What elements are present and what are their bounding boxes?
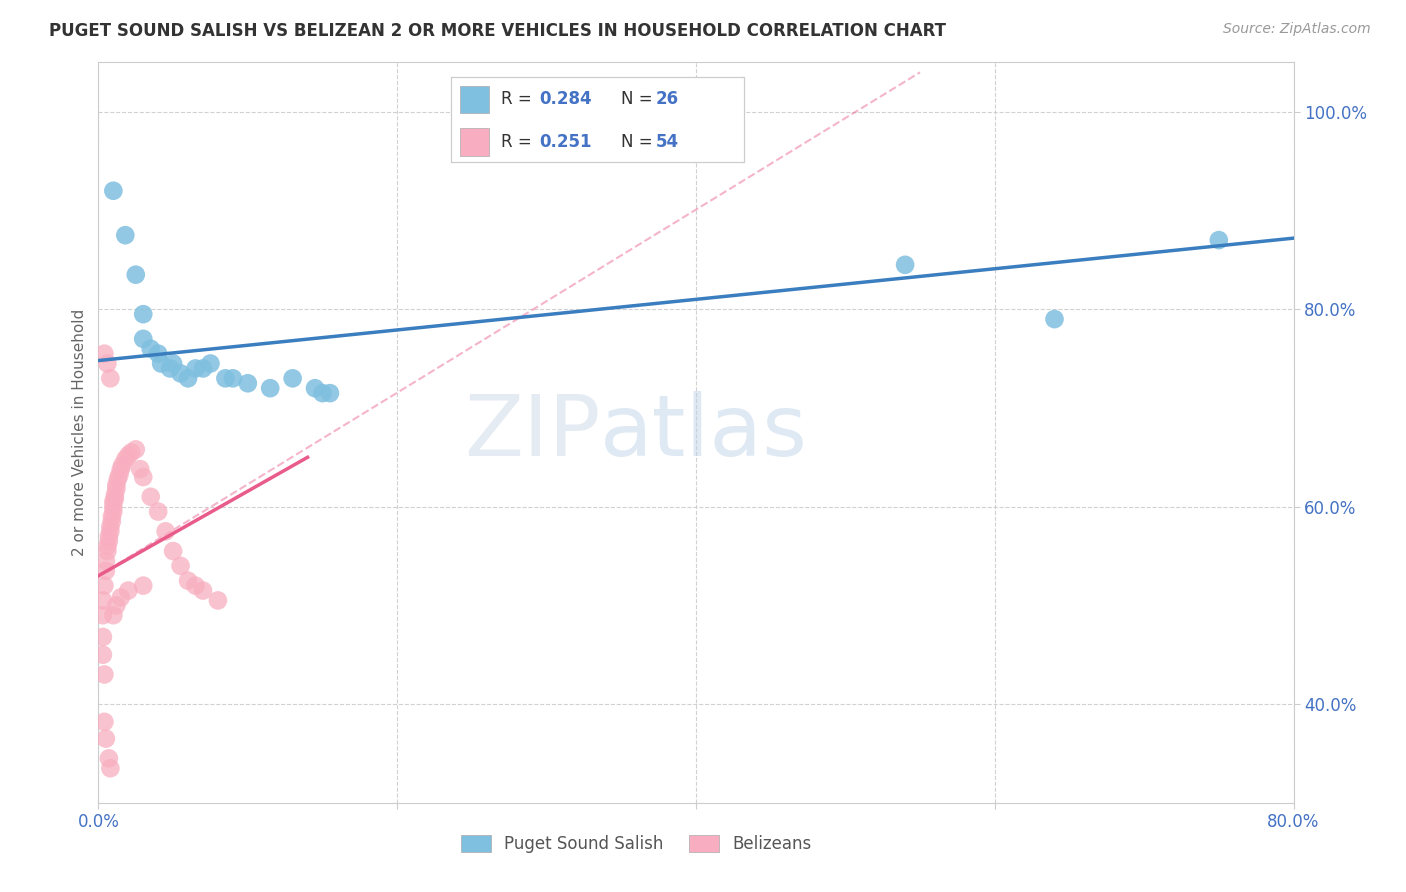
Point [98, 519, 122, 533]
Point [177, 574, 200, 588]
Text: PUGET SOUND SALISH VS BELIZEAN 2 OR MORE VEHICLES IN HOUSEHOLD CORRELATION CHART: PUGET SOUND SALISH VS BELIZEAN 2 OR MORE… [49, 22, 946, 40]
Point [236, 376, 259, 391]
Point [155, 524, 177, 539]
Point [132, 332, 155, 346]
Point [103, 494, 125, 508]
Point [120, 445, 142, 459]
Point [117, 448, 139, 462]
Point [107, 472, 129, 486]
Point [311, 386, 333, 401]
Text: atlas: atlas [600, 391, 808, 475]
Point [96, 544, 118, 558]
Point [139, 342, 162, 356]
Point [214, 371, 236, 385]
Point [1208, 233, 1230, 247]
Point [129, 462, 152, 476]
Point [105, 478, 128, 492]
Point [93, 714, 115, 729]
Point [110, 462, 132, 476]
Point [103, 505, 125, 519]
Point [207, 593, 229, 607]
Point [148, 505, 170, 519]
Point [184, 361, 207, 376]
Point [101, 509, 124, 524]
Point [97, 529, 120, 543]
Point [114, 228, 136, 243]
Point [191, 583, 214, 598]
Point [222, 371, 245, 385]
Point [96, 539, 118, 553]
Point [150, 357, 173, 371]
Point [125, 442, 148, 457]
Point [200, 357, 222, 371]
Point [104, 491, 127, 506]
Point [169, 367, 191, 381]
Point [94, 564, 117, 578]
Point [105, 599, 128, 613]
Legend: Puget Sound Salish, Belizeans: Puget Sound Salish, Belizeans [453, 826, 820, 861]
Point [91, 593, 114, 607]
Point [191, 361, 214, 376]
Point [319, 386, 342, 401]
Point [184, 579, 207, 593]
Point [259, 381, 281, 395]
Point [93, 579, 115, 593]
Point [132, 307, 155, 321]
Point [304, 381, 326, 395]
Point [91, 648, 114, 662]
Point [103, 184, 125, 198]
Point [139, 490, 162, 504]
Point [114, 452, 136, 467]
Point [93, 667, 115, 681]
Point [97, 534, 120, 549]
Point [169, 558, 191, 573]
Point [98, 371, 122, 385]
Point [93, 346, 115, 360]
Point [162, 544, 184, 558]
Point [94, 554, 117, 568]
Point [98, 761, 122, 775]
Point [104, 488, 127, 502]
Point [101, 515, 124, 529]
Point [108, 468, 131, 483]
Point [103, 608, 125, 623]
Point [162, 357, 184, 371]
Point [132, 470, 155, 484]
Point [117, 583, 139, 598]
Point [148, 346, 170, 360]
Point [96, 357, 118, 371]
Point [103, 500, 125, 514]
Point [281, 371, 304, 385]
Point [97, 751, 120, 765]
Point [159, 361, 181, 376]
Text: ZIP: ZIP [464, 391, 600, 475]
Y-axis label: 2 or more Vehicles in Household: 2 or more Vehicles in Household [72, 309, 87, 557]
Point [94, 731, 117, 746]
Text: Source: ZipAtlas.com: Source: ZipAtlas.com [1223, 22, 1371, 37]
Point [894, 258, 917, 272]
Point [177, 371, 200, 385]
Point [125, 268, 148, 282]
Point [91, 608, 114, 623]
Point [1043, 312, 1066, 326]
Point [105, 482, 128, 496]
Point [132, 579, 155, 593]
Point [98, 524, 122, 539]
Point [111, 458, 134, 473]
Point [91, 630, 114, 644]
Point [110, 591, 132, 605]
